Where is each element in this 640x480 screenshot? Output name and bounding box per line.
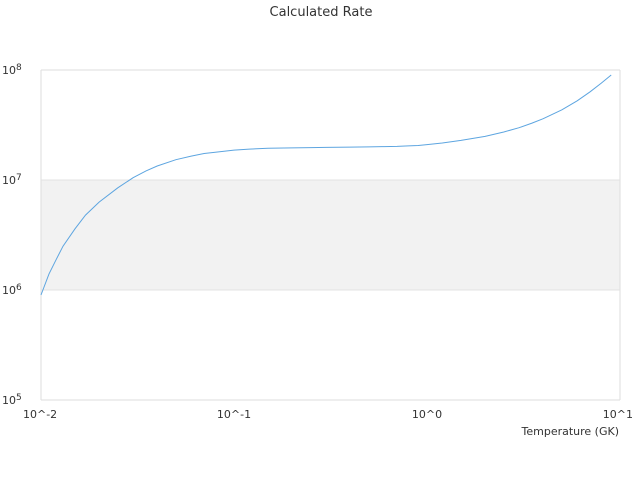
x-tick-label: 10^0: [412, 408, 442, 421]
x-axis: 10^-2 10^-1 10^0 10^1: [23, 408, 633, 421]
x-tick-label: 10^-1: [217, 408, 251, 421]
series-line: [40, 74, 612, 296]
chart-title: Calculated Rate: [270, 5, 373, 20]
x-tick-label: 10^-2: [23, 408, 57, 421]
y-tick-label: 105: [2, 393, 22, 407]
x-axis-label: Temperature (GK): [521, 425, 620, 438]
y-tick-label: 108: [2, 63, 22, 77]
y-tick-label: 107: [2, 173, 22, 187]
band: [41, 180, 620, 290]
x-tick-label: 10^1: [603, 408, 633, 421]
plot-area: [40, 69, 621, 401]
y-tick-label: 106: [2, 283, 22, 297]
y-axis: 105 106 107 108: [2, 63, 22, 407]
